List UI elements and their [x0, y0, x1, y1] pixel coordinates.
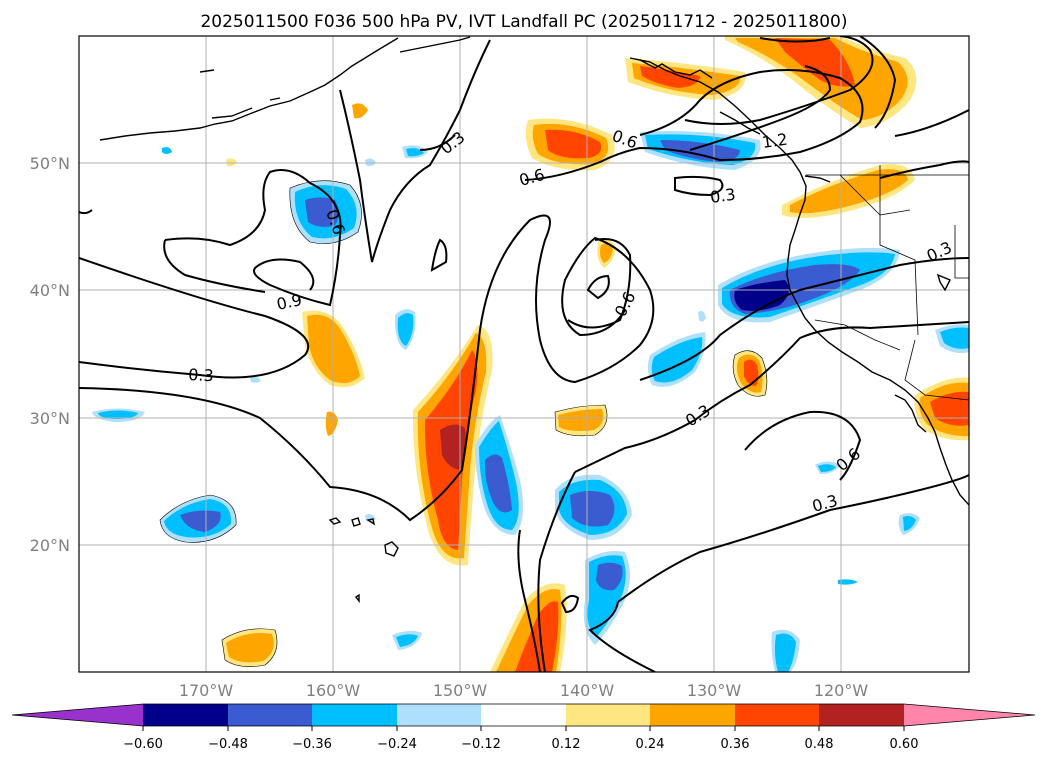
colorbar: −0.60 −0.48 −0.36 −0.24 −0.12 0.12 0.24 …: [11, 703, 1036, 752]
lon-tick-label: 150°W: [433, 681, 488, 700]
colorbar-bin: [566, 704, 650, 726]
map-frame: [78, 35, 970, 673]
colorbar-over-arrow: [904, 704, 1035, 726]
contour-label: 0.3: [188, 365, 214, 385]
colorbar-bin: [735, 704, 819, 726]
colorbar-tick-label: −0.48: [208, 737, 248, 752]
map-area: 0.3 0.6 0.6 1.2 0.3 0.6 0.9 0.3 0.6 0.3 …: [79, 36, 969, 672]
colorbar-bin: [819, 704, 904, 726]
map-gridlines: [79, 36, 969, 672]
colorbar-bin: [312, 704, 397, 726]
colorbar-tick-label: 0.60: [890, 737, 919, 752]
lon-tick-label: 130°W: [687, 681, 742, 700]
colorbar-bin: [228, 704, 312, 726]
contour-label: 0.3: [709, 185, 737, 207]
figure-title: 2025011500 F036 500 hPa PV, IVT Landfall…: [200, 12, 847, 32]
colorbar-bin: [143, 704, 228, 726]
colorbar-bin: [481, 704, 566, 726]
pv-contour-lines: [79, 36, 969, 672]
lon-tick-label: 140°W: [560, 681, 615, 700]
colorbar-tick-label: −0.36: [292, 737, 332, 752]
political-borders: [806, 165, 969, 401]
contour-label: 0.9: [275, 290, 304, 314]
lat-tick-label: 30°N: [30, 409, 70, 428]
negative-anomaly-shading: [92, 131, 969, 672]
shading-edge-lines: [159, 180, 768, 667]
colorbar-bin: [650, 704, 735, 726]
colorbar-tick-label: 0.24: [636, 737, 665, 752]
colorbar-under-arrow: [12, 704, 143, 726]
contour-label: 1.2: [761, 130, 789, 152]
lat-tick-label: 50°N: [30, 154, 70, 173]
colorbar-tick-label: −0.24: [377, 737, 417, 752]
lat-tick-label: 40°N: [30, 281, 70, 300]
longitude-labels: 170°W 160°W 150°W 140°W 130°W 120°W: [179, 681, 869, 700]
colorbar-tick-label: −0.12: [461, 737, 501, 752]
coastlines: [99, 36, 969, 604]
colorbar-tick-label: 0.48: [805, 737, 834, 752]
lon-tick-label: 170°W: [179, 681, 234, 700]
colorbar-tick-label: −0.60: [123, 737, 163, 752]
colorbar-bin: [397, 704, 481, 726]
lon-tick-label: 120°W: [814, 681, 869, 700]
colorbar-tick-label: 0.36: [721, 737, 750, 752]
lon-tick-label: 160°W: [306, 681, 361, 700]
latitude-labels: 50°N 40°N 30°N 20°N: [30, 154, 70, 555]
colorbar-tick-label: 0.12: [552, 737, 581, 752]
lat-tick-label: 20°N: [30, 536, 70, 555]
